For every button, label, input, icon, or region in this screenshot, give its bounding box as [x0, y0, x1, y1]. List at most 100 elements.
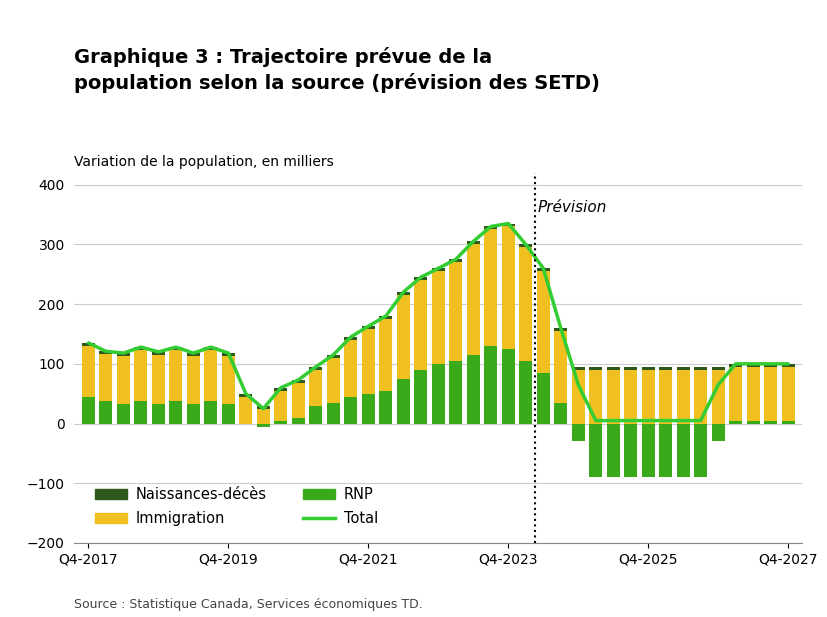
Bar — [537, 373, 550, 423]
Bar — [380, 391, 392, 423]
Bar — [747, 421, 760, 423]
Bar — [170, 401, 183, 423]
Bar — [432, 271, 445, 364]
Bar — [466, 241, 480, 244]
Bar — [712, 423, 724, 441]
Bar — [571, 423, 585, 441]
Bar — [782, 367, 795, 421]
Bar — [449, 262, 462, 361]
Bar — [309, 367, 323, 370]
Bar — [82, 343, 95, 346]
Bar — [222, 353, 235, 356]
Bar — [99, 351, 112, 354]
Bar — [502, 223, 515, 226]
Bar — [99, 401, 112, 423]
Bar — [554, 403, 567, 423]
Bar — [361, 329, 375, 394]
Bar — [187, 353, 200, 356]
Bar — [170, 347, 183, 350]
Bar — [676, 370, 690, 423]
Bar — [222, 404, 235, 423]
Bar — [257, 423, 270, 426]
Bar — [344, 397, 357, 423]
Bar — [117, 404, 130, 423]
Bar — [152, 404, 165, 423]
Bar — [659, 367, 672, 370]
Bar — [712, 367, 724, 370]
Bar — [764, 421, 777, 423]
Bar — [309, 405, 323, 423]
Bar — [676, 423, 690, 478]
Bar — [152, 352, 165, 355]
Bar — [414, 277, 428, 280]
Bar — [554, 331, 567, 403]
Bar — [694, 370, 707, 423]
Bar — [275, 421, 288, 423]
Bar — [309, 370, 323, 405]
Bar — [729, 367, 743, 421]
Bar — [449, 259, 462, 262]
Bar — [519, 244, 533, 247]
Bar — [676, 367, 690, 370]
Bar — [152, 355, 165, 404]
Bar — [275, 391, 288, 421]
Bar — [204, 347, 218, 350]
Bar — [361, 326, 375, 329]
Bar — [275, 387, 288, 391]
Text: Prévision: Prévision — [538, 200, 607, 215]
Bar — [624, 370, 638, 423]
Bar — [659, 370, 672, 423]
Bar — [764, 367, 777, 421]
Bar — [292, 380, 305, 383]
Bar — [712, 370, 724, 423]
Bar — [414, 370, 428, 423]
Bar — [292, 383, 305, 418]
Bar — [187, 404, 200, 423]
Bar — [449, 361, 462, 423]
Bar — [327, 358, 340, 403]
Bar — [466, 244, 480, 355]
Bar — [642, 423, 655, 478]
Bar — [344, 337, 357, 340]
Bar — [99, 354, 112, 401]
Bar — [432, 268, 445, 271]
Bar — [485, 226, 497, 230]
Bar — [397, 292, 410, 295]
Bar — [571, 367, 585, 370]
Bar — [782, 364, 795, 367]
Bar — [694, 423, 707, 478]
Bar — [519, 247, 533, 361]
Bar — [134, 347, 147, 350]
Bar — [82, 346, 95, 397]
Bar — [134, 401, 147, 423]
Bar — [764, 364, 777, 367]
Legend: Naissances-décès, Immigration, RNP, Total: Naissances-décès, Immigration, RNP, Tota… — [89, 481, 384, 532]
Bar — [747, 364, 760, 367]
Bar — [607, 370, 619, 423]
Bar — [222, 356, 235, 404]
Bar — [642, 367, 655, 370]
Bar — [519, 361, 533, 423]
Bar — [485, 346, 497, 423]
Bar — [239, 397, 252, 423]
Bar — [257, 408, 270, 423]
Bar — [589, 370, 602, 423]
Bar — [537, 271, 550, 373]
Bar — [729, 364, 743, 367]
Bar — [589, 367, 602, 370]
Bar — [292, 418, 305, 423]
Bar — [187, 356, 200, 404]
Bar — [589, 423, 602, 478]
Bar — [607, 367, 619, 370]
Bar — [134, 350, 147, 401]
Bar — [729, 421, 743, 423]
Bar — [82, 397, 95, 423]
Text: Graphique 3 : Trajectoire prévue de la
population selon la source (prévision des: Graphique 3 : Trajectoire prévue de la p… — [74, 47, 600, 93]
Bar — [170, 350, 183, 401]
Bar — [414, 280, 428, 370]
Bar — [502, 226, 515, 349]
Bar — [747, 367, 760, 421]
Bar — [204, 350, 218, 401]
Bar — [624, 367, 638, 370]
Bar — [327, 403, 340, 423]
